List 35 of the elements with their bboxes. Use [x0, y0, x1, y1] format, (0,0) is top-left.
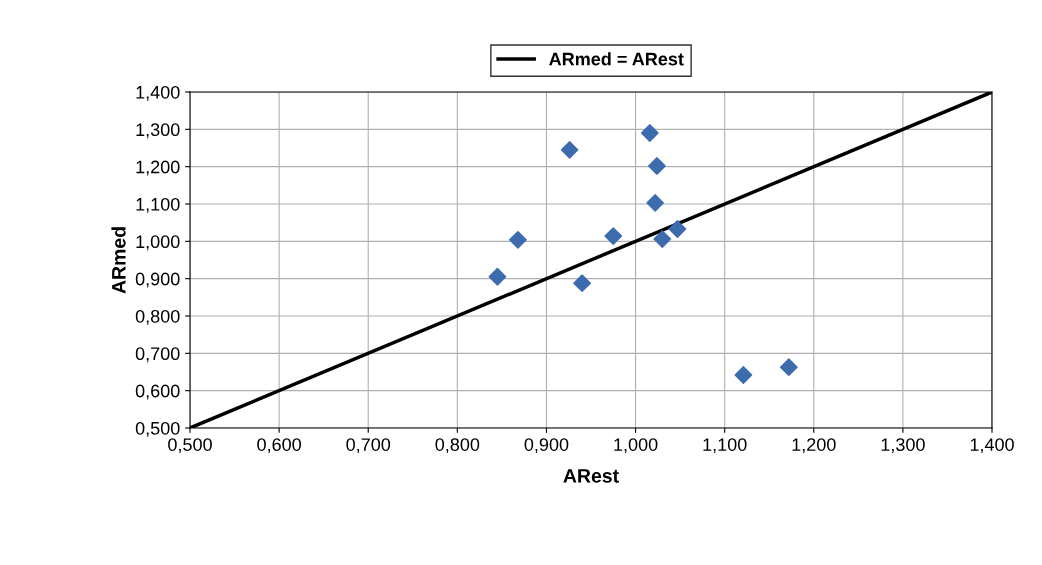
- point: [640, 124, 659, 142]
- y-axis-title: ARmed: [111, 227, 126, 294]
- point: [646, 193, 665, 212]
- point: [648, 157, 666, 175]
- y-tick-label: 1,000: [136, 235, 180, 251]
- y-tick-label: 1,100: [136, 197, 180, 213]
- y-tick-label: 1,300: [136, 123, 180, 139]
- point: [653, 230, 672, 249]
- x-tick-label: 1,000: [614, 438, 658, 454]
- point: [560, 140, 579, 159]
- y-tick-label: 1,200: [136, 160, 180, 176]
- y-tick-label: 0,700: [135, 347, 180, 363]
- point: [734, 366, 753, 384]
- x-tick-label: 1,300: [881, 438, 925, 454]
- point: [604, 227, 623, 246]
- x-tick-label: 0,700: [346, 438, 391, 454]
- y-tick-label: 0,800: [135, 309, 180, 325]
- x-tick-label: 0,500: [168, 438, 212, 454]
- point: [509, 230, 527, 249]
- point: [668, 220, 687, 238]
- y-tick-label: 0,500: [135, 421, 180, 437]
- x-tick-label: 1,400: [970, 438, 1014, 454]
- point: [779, 358, 798, 377]
- x-tick-label: 0,800: [435, 438, 480, 454]
- x-tick-label: 1,200: [792, 438, 836, 454]
- y-tick-label: 0,600: [135, 384, 180, 400]
- point: [573, 274, 592, 293]
- x-tick-label: 0,600: [257, 438, 301, 454]
- legend-label: ARmed = ARest: [549, 52, 684, 66]
- x-tick-label: 0,900: [524, 438, 569, 454]
- x-tick-label: 1,100: [703, 438, 747, 454]
- y-tick-label: 0,900: [135, 272, 180, 288]
- x-axis-title: ARest: [563, 469, 619, 483]
- y-tick-label: 1,400: [136, 85, 180, 101]
- point: [488, 267, 507, 286]
